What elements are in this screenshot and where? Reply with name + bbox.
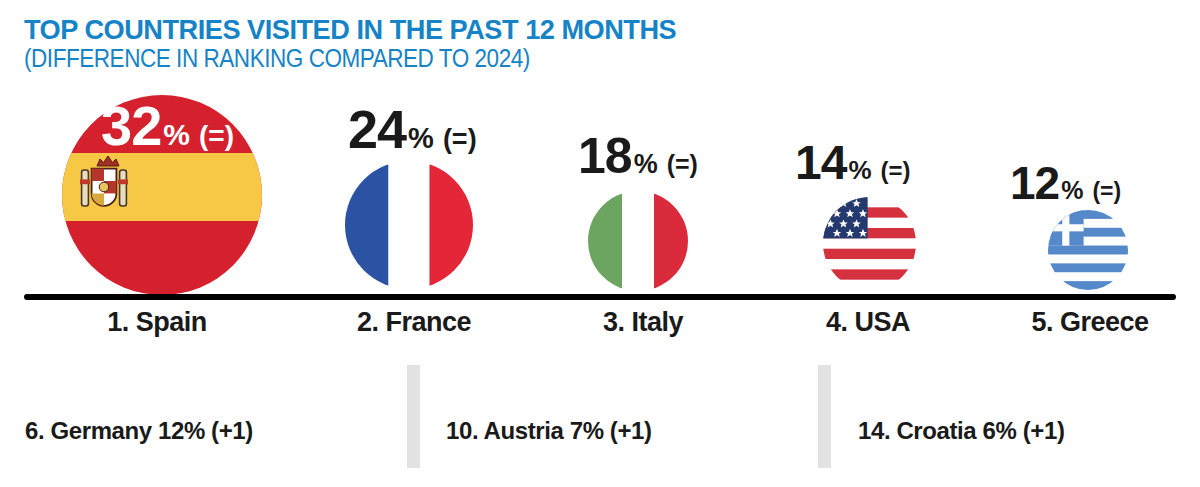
pct-label-usa: 14% (=) xyxy=(795,139,911,187)
pct-label-spain: 32% (=) xyxy=(101,98,234,154)
ranking-list-14-15: 14. Croatia 6% (+1) 15. Netherlands 5% (… xyxy=(858,356,1106,487)
usa-flag-icon xyxy=(823,197,916,290)
ranking-list-10-13: 10. Austria 7% (+1) 11. Cyprus 6% (+6) 1… xyxy=(446,356,802,487)
rank-label-france: 2. France xyxy=(357,308,471,338)
ranking-list-6-9: 6. Germany 12% (+1) 7. Portugal 11% (-1)… xyxy=(25,356,253,487)
flag-circle-usa xyxy=(823,197,916,290)
pct-unit: % xyxy=(634,151,658,178)
list-divider xyxy=(818,365,831,468)
italy-flag-icon xyxy=(588,191,688,291)
page-subtitle: (DIFFERENCE IN RANKING COMPARED TO 2024) xyxy=(24,46,530,71)
pct-value: 12 xyxy=(1010,160,1059,206)
rank-change: (=) xyxy=(1092,180,1121,203)
list-item: 10. Austria 7% (+1) xyxy=(446,416,802,446)
pct-unit: % xyxy=(848,157,871,183)
pct-unit: % xyxy=(408,124,434,153)
flag-circle-italy xyxy=(588,191,688,291)
pct-label-italy: 18% (=) xyxy=(578,131,698,181)
pct-value: 18 xyxy=(578,131,632,181)
list-item: 6. Germany 12% (+1) xyxy=(25,416,253,446)
flag-circle-greece xyxy=(1048,210,1128,290)
pct-unit: % xyxy=(163,120,190,150)
pct-label-france: 24% (=) xyxy=(348,102,477,156)
france-flag-icon xyxy=(345,161,473,289)
rank-change: (=) xyxy=(443,126,477,153)
list-divider xyxy=(407,365,420,468)
rank-label-italy: 3. Italy xyxy=(603,308,683,338)
pct-label-greece: 12% (=) xyxy=(1010,160,1121,206)
infographic-canvas: TOP COUNTRIES VISITED IN THE PAST 12 MON… xyxy=(0,0,1200,487)
pct-value: 32 xyxy=(101,98,161,154)
list-item: 14. Croatia 6% (+1) xyxy=(858,416,1106,446)
rank-change: (=) xyxy=(881,159,911,183)
rank-label-greece: 5. Greece xyxy=(1031,308,1148,338)
flag-circle-france xyxy=(345,161,473,289)
rank-label-spain: 1. Spain xyxy=(107,308,207,338)
greece-flag-icon xyxy=(1048,210,1128,290)
pct-value: 14 xyxy=(795,139,846,187)
axis-baseline xyxy=(24,294,1176,300)
pct-value: 24 xyxy=(348,102,406,156)
pct-unit: % xyxy=(1061,178,1083,203)
rank-label-usa: 4. USA xyxy=(826,308,910,338)
rank-change: (=) xyxy=(667,152,698,177)
rank-change: (=) xyxy=(199,122,234,150)
page-title: TOP COUNTRIES VISITED IN THE PAST 12 MON… xyxy=(24,16,676,44)
